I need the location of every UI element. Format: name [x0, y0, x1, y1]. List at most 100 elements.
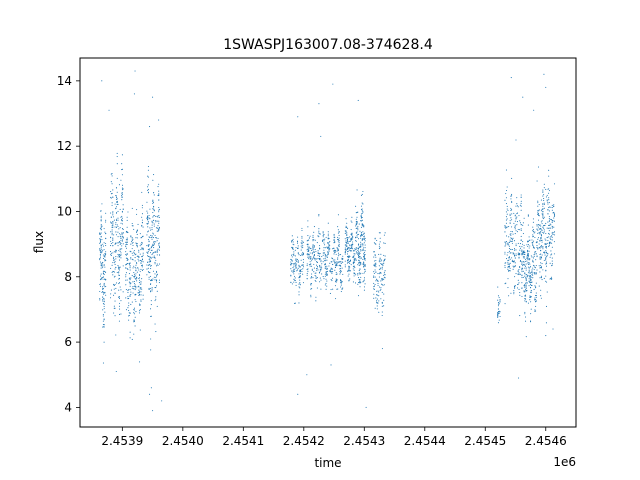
data-point — [322, 232, 324, 234]
data-point — [331, 261, 333, 263]
data-point — [540, 234, 542, 237]
data-point — [316, 276, 318, 279]
data-point — [325, 272, 327, 274]
data-point — [529, 245, 531, 247]
data-point — [302, 261, 304, 263]
data-point — [329, 241, 331, 243]
data-point — [320, 269, 322, 271]
data-point — [291, 283, 293, 285]
data-point — [118, 297, 121, 299]
data-point — [117, 256, 119, 258]
data-point — [297, 236, 299, 238]
data-point — [112, 239, 114, 242]
data-point — [380, 298, 382, 300]
data-point — [537, 237, 540, 239]
data-point — [342, 255, 344, 257]
data-point — [346, 242, 348, 244]
data-point — [103, 242, 105, 244]
data-point — [121, 239, 123, 241]
data-point — [118, 296, 121, 298]
data-point — [519, 292, 521, 294]
data-point — [519, 249, 521, 251]
data-point — [551, 236, 553, 238]
data-point — [520, 202, 522, 204]
data-point — [545, 196, 547, 198]
data-point — [537, 166, 540, 168]
data-point — [291, 270, 293, 272]
data-point — [100, 210, 102, 212]
data-point — [376, 298, 378, 300]
data-point — [353, 272, 355, 274]
y-tick-label: 8 — [64, 270, 72, 284]
data-point — [297, 393, 299, 395]
x-tick-label: 2.4543 — [343, 434, 385, 448]
data-point — [150, 278, 152, 281]
data-point — [125, 251, 127, 253]
data-point — [125, 254, 127, 256]
data-point — [151, 236, 153, 238]
data-point — [376, 305, 378, 307]
data-point — [317, 250, 319, 252]
data-point — [511, 213, 513, 215]
data-point — [318, 271, 321, 273]
data-point — [373, 264, 375, 266]
data-point — [104, 286, 106, 288]
data-point — [383, 260, 385, 262]
data-point — [293, 273, 295, 275]
data-point — [155, 241, 157, 243]
data-point — [151, 235, 153, 237]
data-point — [351, 233, 353, 235]
data-point — [545, 246, 547, 248]
data-point — [306, 374, 308, 376]
data-point — [126, 267, 128, 270]
data-point — [373, 272, 375, 274]
data-point — [102, 324, 104, 326]
data-point — [333, 247, 335, 249]
data-point — [128, 273, 130, 275]
data-point — [313, 246, 315, 248]
data-point — [140, 283, 142, 285]
data-point — [347, 247, 349, 249]
data-point — [156, 290, 158, 292]
data-point — [384, 274, 386, 276]
data-point — [536, 255, 538, 257]
data-point — [292, 263, 294, 265]
data-point — [316, 264, 318, 266]
data-point — [314, 239, 316, 241]
data-point — [301, 247, 303, 249]
data-point — [153, 215, 155, 217]
data-point — [295, 284, 297, 286]
data-point — [334, 240, 336, 242]
data-point — [543, 229, 545, 231]
data-point — [312, 236, 314, 238]
data-point — [136, 262, 138, 264]
data-point — [147, 239, 149, 241]
data-point — [545, 86, 547, 88]
data-point — [292, 248, 294, 251]
data-point — [374, 283, 376, 286]
data-point — [340, 279, 342, 281]
data-point — [499, 298, 501, 301]
data-point — [512, 265, 514, 267]
data-point — [375, 266, 377, 268]
data-point — [540, 264, 542, 266]
data-point — [100, 265, 102, 267]
data-point — [351, 244, 353, 246]
data-point — [383, 284, 385, 286]
data-point — [147, 189, 149, 191]
data-point — [117, 231, 119, 233]
data-point — [146, 234, 148, 236]
data-point — [318, 245, 321, 247]
data-point — [335, 263, 337, 266]
data-point — [295, 267, 297, 269]
data-point — [99, 258, 101, 260]
data-point — [529, 263, 531, 265]
data-point — [313, 239, 315, 241]
data-point — [524, 282, 527, 284]
data-point — [511, 248, 513, 251]
data-point — [362, 272, 364, 274]
data-point — [119, 266, 121, 268]
data-point — [111, 204, 113, 206]
data-point — [112, 189, 114, 191]
data-point — [353, 273, 355, 275]
